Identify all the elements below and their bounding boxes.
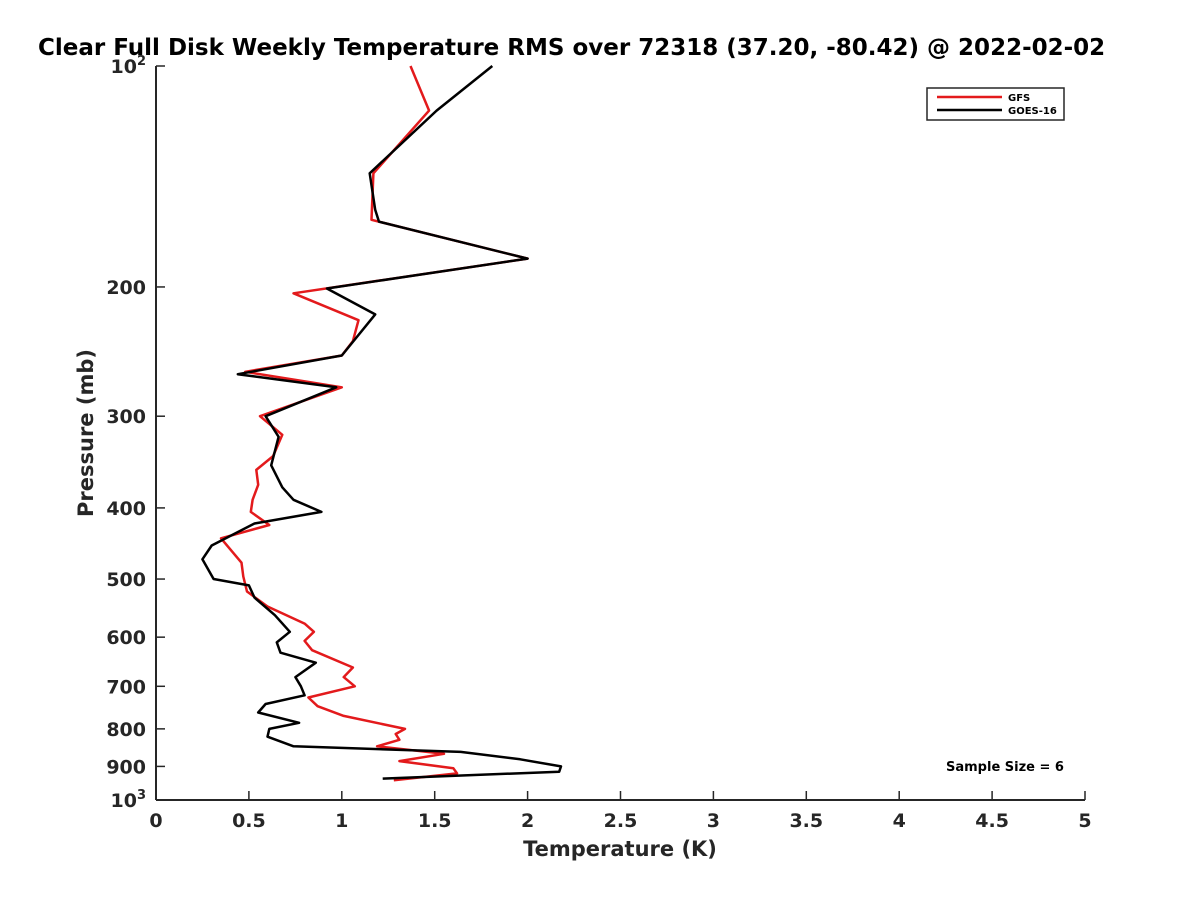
y-tick-label: 900 (106, 756, 146, 778)
y-tick-label: 300 (106, 406, 146, 428)
x-axis-label: Temperature (K) (523, 837, 717, 861)
y-tick-label: 103 (111, 788, 147, 812)
x-ticks: 0 0.5 1 1.5 2 2.5 3 3.5 4 4.5 5 (149, 791, 1092, 832)
x-tick-label: 3 (707, 810, 720, 832)
x-tick-label: 2.5 (604, 810, 638, 832)
series-layer (201, 65, 563, 782)
y-axis-label: Pressure (mb) (74, 349, 98, 517)
legend-label-goes-16: GOES-16 (1008, 106, 1057, 117)
chart-title: Clear Full Disk Weekly Temperature RMS o… (38, 35, 1105, 61)
sample-size-annotation: Sample Size = 6 (946, 760, 1064, 775)
x-tick-label: 4.5 (975, 810, 1009, 832)
y-tick-label: 102 (111, 54, 147, 78)
x-tick-label: 1 (335, 810, 348, 832)
legend-label-gfs: GFS (1008, 93, 1030, 104)
y-tick-label: 600 (106, 627, 146, 649)
x-tick-label: 2 (521, 810, 534, 832)
y-tick-label: 800 (106, 719, 146, 741)
y-tick-label: 400 (106, 498, 146, 520)
y-tick-label: 500 (106, 569, 146, 591)
x-tick-label: 3.5 (789, 810, 823, 832)
series-line-goes-16 (201, 65, 563, 780)
series-line-gfs (219, 65, 529, 782)
plot-area: 0 0.5 1 1.5 2 2.5 3 3.5 4 4.5 5 102 200 300 400 500 600… (106, 54, 1091, 832)
y-tick-label: 200 (106, 277, 146, 299)
x-tick-label: 4 (893, 810, 906, 832)
y-ticks: 102 200 300 400 500 600 700 800 900 103 (106, 54, 165, 812)
x-tick-label: 0 (149, 810, 162, 832)
x-tick-label: 0.5 (232, 810, 266, 832)
x-tick-label: 5 (1078, 810, 1091, 832)
y-tick-label: 700 (106, 676, 146, 698)
x-tick-label: 1.5 (418, 810, 452, 832)
legend-box (926, 87, 1065, 121)
legend: GFS GOES-16 (926, 87, 1065, 121)
